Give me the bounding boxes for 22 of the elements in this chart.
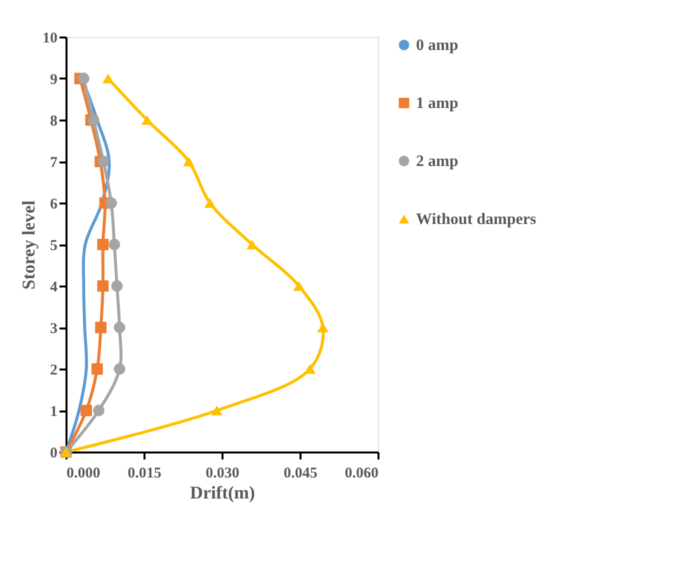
legend-label: 0 amp — [416, 37, 458, 54]
y-tick-label: 2 — [50, 362, 58, 378]
y-tick-label: 7 — [50, 155, 58, 171]
x-tick-label: 0.045 — [284, 466, 318, 482]
y-tick-label: 10 — [42, 30, 58, 46]
legend-label: 2 amp — [416, 153, 458, 170]
y-tick-label: 9 — [50, 72, 58, 88]
x-tick-label: 0.030 — [206, 466, 240, 482]
x-tick-label: 0.000 — [66, 466, 100, 482]
y-axis-title: Storey level — [18, 200, 38, 290]
x-tick-label: 0.015 — [128, 466, 162, 482]
y-tick-label: 0 — [50, 446, 58, 462]
x-axis-title: Drift(m) — [190, 482, 255, 502]
y-tick-label: 4 — [50, 280, 58, 296]
y-tick-label: 1 — [50, 404, 58, 420]
x-tick-label: 0.060 — [344, 466, 378, 482]
y-tick-label: 6 — [50, 196, 58, 212]
y-tick-label: 3 — [50, 321, 58, 337]
legend-label: Without dampers — [416, 211, 536, 228]
y-tick-label: 5 — [50, 238, 58, 254]
y-tick-label: 8 — [50, 114, 58, 130]
legend-label: 1 amp — [416, 95, 458, 112]
